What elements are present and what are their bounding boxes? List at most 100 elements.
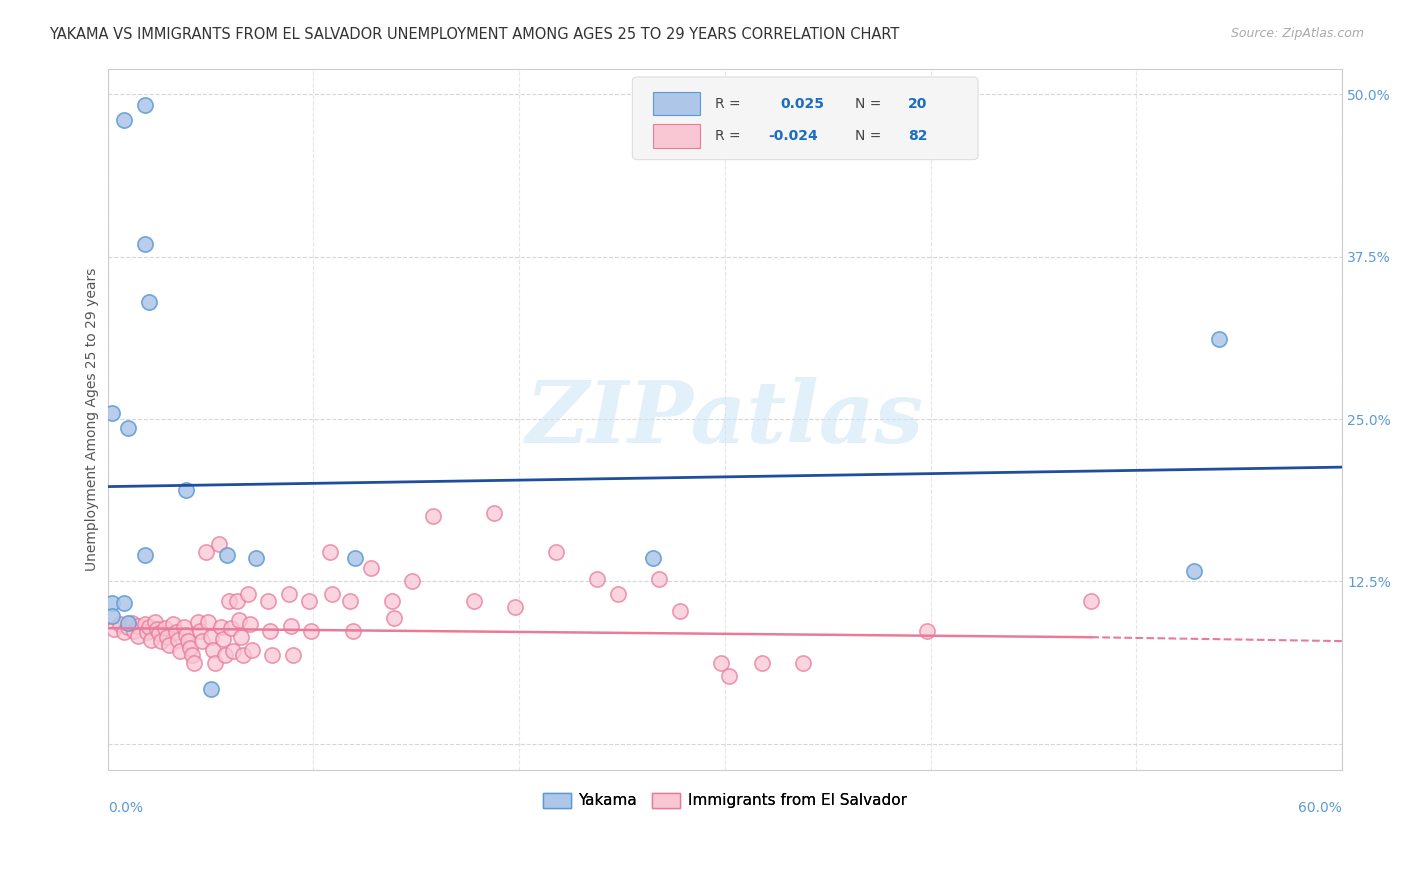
Point — [586, 572, 609, 586]
Point — [668, 604, 690, 618]
Point — [222, 644, 245, 658]
Point — [138, 295, 160, 310]
Text: R =: R = — [716, 128, 741, 143]
Point — [112, 597, 135, 611]
Point — [162, 617, 184, 632]
Point — [218, 594, 240, 608]
Point — [117, 615, 139, 630]
Point — [134, 236, 156, 251]
Point — [381, 594, 404, 608]
Point — [173, 620, 195, 634]
Point — [239, 617, 262, 632]
Point — [179, 640, 201, 655]
Point — [648, 572, 671, 586]
Point — [183, 656, 205, 670]
Point — [112, 113, 135, 128]
Point — [197, 615, 219, 629]
Point — [134, 98, 156, 112]
Point — [321, 587, 343, 601]
Point — [360, 561, 382, 575]
Point — [280, 618, 302, 632]
Point — [792, 656, 814, 670]
Point — [188, 624, 211, 638]
Point — [422, 509, 444, 524]
Point — [751, 656, 773, 670]
Point — [607, 587, 630, 601]
Point — [546, 544, 568, 558]
Point — [177, 634, 200, 648]
Point — [134, 549, 156, 563]
Text: ZIPatlas: ZIPatlas — [526, 377, 924, 461]
Legend: Yakama, Immigrants from El Salvador: Yakama, Immigrants from El Salvador — [537, 787, 912, 814]
Point — [209, 620, 232, 634]
Point — [342, 624, 364, 638]
Y-axis label: Unemployment Among Ages 25 to 29 years: Unemployment Among Ages 25 to 29 years — [86, 268, 100, 571]
Point — [100, 609, 122, 624]
Point — [277, 587, 299, 601]
Point — [343, 551, 366, 566]
Point — [108, 617, 131, 632]
Point — [166, 632, 188, 647]
Point — [257, 594, 280, 608]
Point — [121, 615, 143, 630]
Point — [201, 643, 224, 657]
Text: N =: N = — [855, 96, 882, 111]
Point — [231, 630, 253, 644]
Point — [226, 594, 249, 608]
Point — [298, 594, 321, 608]
Point — [463, 594, 485, 608]
Point — [157, 638, 180, 652]
Point — [219, 621, 242, 635]
Point — [1208, 332, 1230, 346]
Point — [138, 620, 160, 634]
Text: -0.024: -0.024 — [768, 128, 818, 143]
Text: YAKAMA VS IMMIGRANTS FROM EL SALVADOR UNEMPLOYMENT AMONG AGES 25 TO 29 YEARS COR: YAKAMA VS IMMIGRANTS FROM EL SALVADOR UN… — [49, 27, 900, 42]
Point — [382, 611, 405, 625]
Point — [169, 644, 191, 658]
Text: N =: N = — [855, 128, 882, 143]
Point — [1080, 594, 1102, 608]
Point — [165, 625, 187, 640]
Point — [215, 549, 238, 563]
Point — [484, 506, 506, 520]
Point — [232, 648, 254, 663]
Point — [174, 627, 197, 641]
Point — [100, 597, 122, 611]
Point — [191, 634, 214, 648]
Point — [124, 624, 146, 638]
Point — [259, 624, 281, 638]
FancyBboxPatch shape — [654, 92, 700, 115]
Point — [117, 421, 139, 435]
Point — [339, 594, 361, 608]
Point — [100, 406, 122, 420]
Point — [641, 551, 664, 566]
FancyBboxPatch shape — [633, 77, 979, 160]
Point — [1182, 564, 1205, 578]
Point — [117, 620, 139, 634]
Point — [139, 632, 162, 647]
Point — [103, 623, 125, 637]
Point — [148, 626, 170, 640]
Point — [503, 600, 526, 615]
Point — [710, 656, 733, 670]
Point — [245, 551, 267, 566]
Point — [112, 625, 135, 640]
Point — [156, 630, 179, 644]
Point — [135, 625, 157, 640]
Text: 82: 82 — [908, 128, 927, 143]
Point — [187, 615, 209, 629]
Point — [155, 621, 177, 635]
Point — [128, 618, 150, 632]
Text: 20: 20 — [908, 96, 927, 111]
Point — [236, 587, 259, 601]
Point — [181, 648, 204, 663]
Point — [240, 643, 263, 657]
Point — [134, 617, 156, 632]
Text: R =: R = — [716, 96, 741, 111]
Point — [262, 648, 284, 663]
Text: 0.025: 0.025 — [780, 96, 824, 111]
Point — [174, 483, 197, 498]
Point — [214, 648, 236, 663]
Point — [319, 544, 342, 558]
Point — [200, 630, 222, 644]
